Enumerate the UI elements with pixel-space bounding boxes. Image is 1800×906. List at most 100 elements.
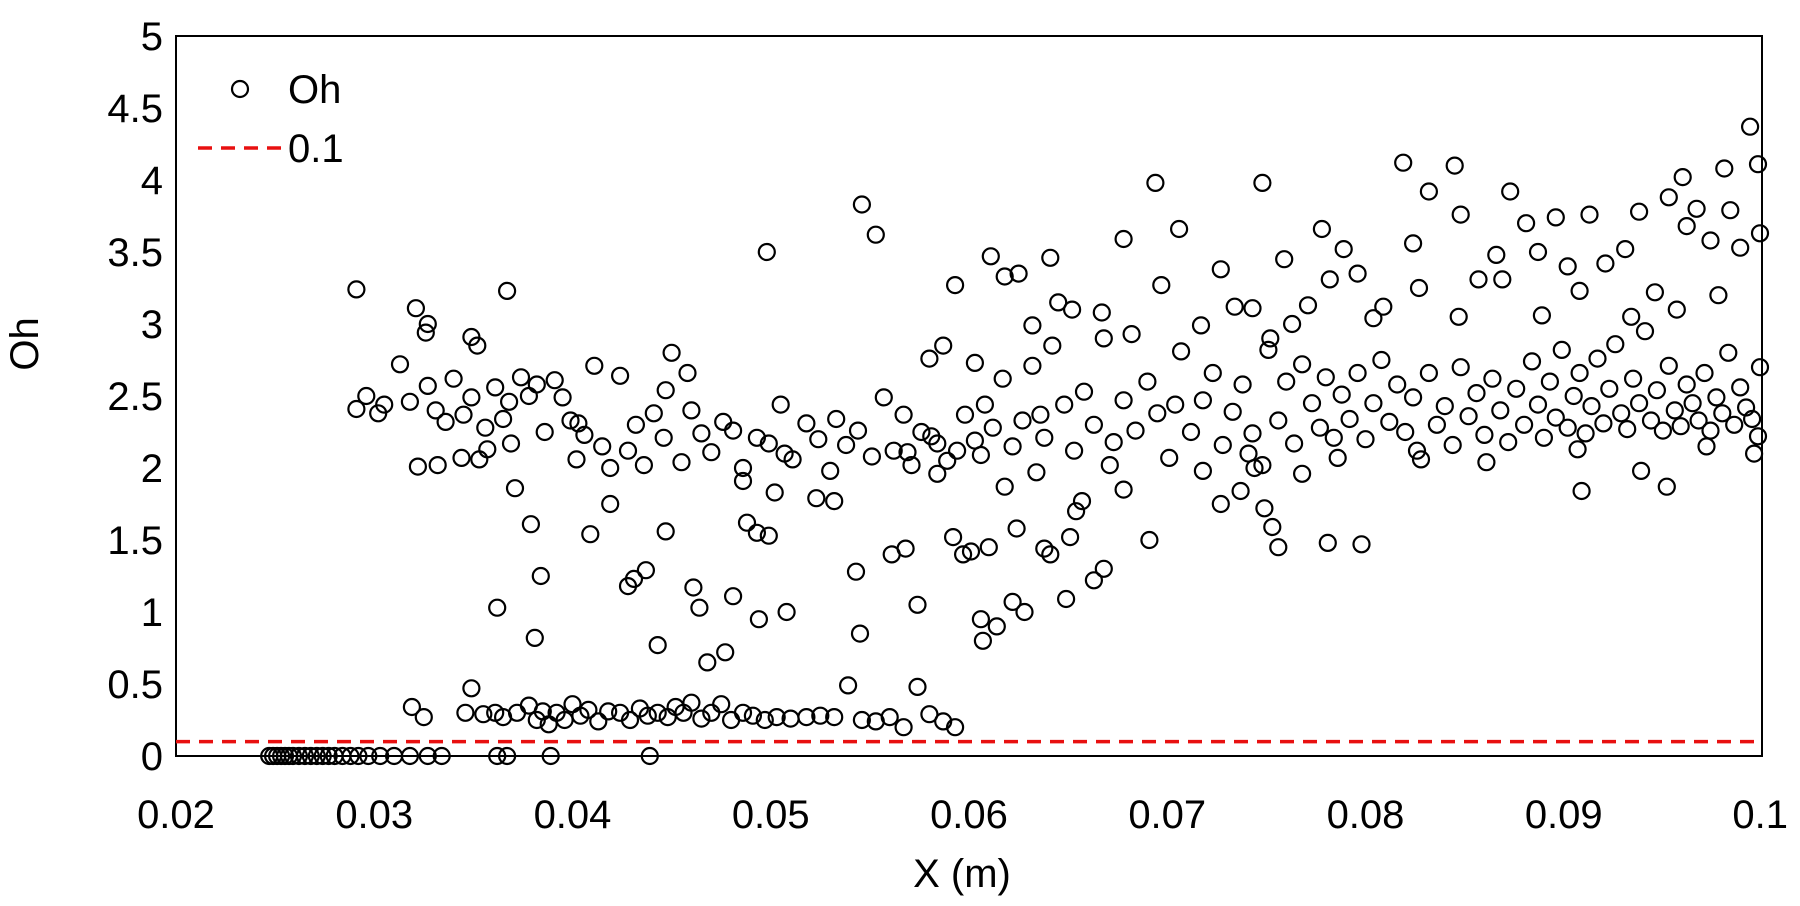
data-point-oh bbox=[563, 695, 582, 714]
data-point-oh bbox=[1298, 296, 1318, 315]
data-point-oh bbox=[961, 542, 981, 561]
data-point-oh bbox=[1532, 306, 1552, 325]
data-point-oh bbox=[981, 247, 1000, 266]
data-point-oh bbox=[1146, 173, 1165, 192]
data-point-oh bbox=[581, 525, 600, 544]
data-point-oh bbox=[476, 418, 495, 437]
data-point-oh bbox=[1003, 437, 1022, 456]
data-point-oh bbox=[898, 443, 917, 462]
data-point-oh bbox=[406, 299, 425, 318]
data-point-oh bbox=[1243, 424, 1262, 443]
data-point-oh bbox=[494, 409, 513, 429]
data-point-oh bbox=[852, 195, 872, 214]
data-point-oh bbox=[626, 415, 646, 434]
data-point-oh bbox=[1701, 421, 1720, 440]
data-point-oh bbox=[1316, 368, 1335, 387]
data-point-oh bbox=[1507, 379, 1526, 398]
data-point-oh bbox=[928, 464, 947, 483]
data-point-oh bbox=[1031, 405, 1050, 424]
data-point-oh bbox=[836, 435, 856, 455]
data-point-oh bbox=[569, 414, 588, 433]
data-point-oh bbox=[1352, 535, 1371, 554]
data-point-oh bbox=[1243, 299, 1262, 318]
data-point-oh bbox=[525, 628, 544, 648]
data-point-oh bbox=[416, 323, 435, 342]
data-point-oh bbox=[1427, 415, 1447, 434]
data-point-oh bbox=[375, 395, 394, 414]
y-tick-label: 3.5 bbox=[107, 231, 163, 275]
data-point-oh bbox=[945, 718, 965, 737]
data-point-oh bbox=[349, 746, 368, 766]
data-point-oh bbox=[908, 595, 927, 614]
data-point-oh bbox=[1451, 358, 1470, 377]
data-point-oh bbox=[1104, 433, 1123, 452]
y-tick-label: 2.5 bbox=[107, 375, 163, 419]
data-point-oh bbox=[1451, 205, 1470, 224]
data-point-oh bbox=[601, 458, 620, 478]
data-point-oh bbox=[1514, 415, 1534, 434]
y-tick-label: 0.5 bbox=[107, 663, 163, 707]
data-point-oh bbox=[1459, 407, 1478, 426]
data-point-oh bbox=[838, 676, 858, 695]
data-point-oh bbox=[1665, 401, 1684, 420]
data-point-oh bbox=[723, 421, 743, 440]
data-point-oh bbox=[777, 602, 796, 622]
data-point-oh bbox=[1721, 201, 1740, 220]
data-point-oh bbox=[1035, 539, 1054, 558]
data-point-oh bbox=[648, 635, 667, 655]
data-point-oh bbox=[1701, 231, 1720, 250]
data-point-oh bbox=[1171, 342, 1191, 361]
data-point-oh bbox=[1060, 527, 1080, 547]
data-point-oh bbox=[662, 343, 681, 362]
plot-area bbox=[175, 35, 1770, 766]
data-point-oh bbox=[656, 381, 675, 400]
data-point-oh bbox=[765, 483, 784, 502]
data-point-oh bbox=[1233, 375, 1252, 394]
data-point-oh bbox=[1043, 336, 1062, 355]
data-point-oh bbox=[418, 314, 437, 334]
data-point-oh bbox=[733, 703, 753, 722]
data-point-oh bbox=[1411, 450, 1431, 469]
data-point-oh bbox=[1695, 363, 1714, 383]
data-point-oh bbox=[634, 456, 654, 475]
data-point-oh bbox=[894, 718, 913, 737]
data-point-oh bbox=[1340, 409, 1359, 429]
data-point-oh bbox=[1725, 415, 1744, 434]
data-point-oh bbox=[507, 703, 527, 722]
data-point-oh bbox=[521, 515, 541, 534]
data-point-oh bbox=[1140, 530, 1159, 550]
data-point-oh bbox=[1374, 297, 1393, 316]
data-point-oh bbox=[723, 587, 743, 606]
data-point-oh bbox=[1715, 159, 1734, 178]
data-point-oh bbox=[1193, 461, 1213, 480]
data-point-oh bbox=[1445, 156, 1464, 175]
data-point-oh bbox=[1683, 394, 1702, 413]
data-point-oh bbox=[965, 353, 985, 372]
data-point-oh bbox=[301, 746, 320, 766]
data-point-oh bbox=[1269, 411, 1288, 430]
data-point-oh bbox=[821, 461, 840, 480]
data-point-oh bbox=[993, 369, 1012, 388]
data-point-oh bbox=[825, 707, 844, 727]
data-point-oh bbox=[1499, 433, 1518, 452]
data-point-oh bbox=[1211, 260, 1230, 279]
data-point-oh bbox=[535, 422, 554, 442]
data-point-oh bbox=[1259, 340, 1278, 359]
data-point-oh bbox=[934, 336, 953, 355]
data-point-oh bbox=[359, 746, 378, 766]
data-point-oh bbox=[1394, 153, 1413, 172]
data-point-oh bbox=[1582, 397, 1601, 416]
data-point-oh bbox=[432, 746, 451, 766]
data-point-oh bbox=[1193, 391, 1213, 410]
data-point-oh bbox=[1606, 335, 1625, 354]
data-point-oh bbox=[1689, 411, 1708, 430]
legend-label-threshold: 0.1 bbox=[288, 127, 344, 171]
data-point-oh bbox=[827, 409, 846, 429]
data-point-oh bbox=[1419, 363, 1439, 383]
data-point-oh bbox=[1318, 533, 1337, 553]
data-point-oh bbox=[809, 430, 828, 449]
data-point-oh bbox=[1635, 322, 1655, 341]
data-point-oh bbox=[1072, 492, 1092, 511]
data-point-oh bbox=[1328, 448, 1347, 467]
data-point-oh bbox=[797, 414, 816, 433]
